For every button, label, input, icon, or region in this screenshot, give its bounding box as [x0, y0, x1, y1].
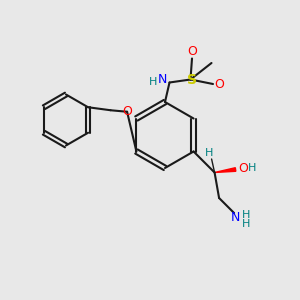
Text: H: H — [248, 163, 256, 173]
Text: N: N — [157, 73, 167, 86]
Text: S: S — [187, 73, 197, 86]
Text: H: H — [242, 209, 250, 220]
Text: O: O — [238, 161, 248, 175]
Text: H: H — [242, 218, 250, 229]
Text: O: O — [187, 44, 197, 58]
Text: H: H — [204, 148, 213, 158]
Text: O: O — [214, 77, 224, 91]
Text: O: O — [122, 105, 132, 118]
Polygon shape — [214, 168, 236, 172]
Text: H: H — [149, 77, 157, 87]
Text: N: N — [231, 211, 240, 224]
